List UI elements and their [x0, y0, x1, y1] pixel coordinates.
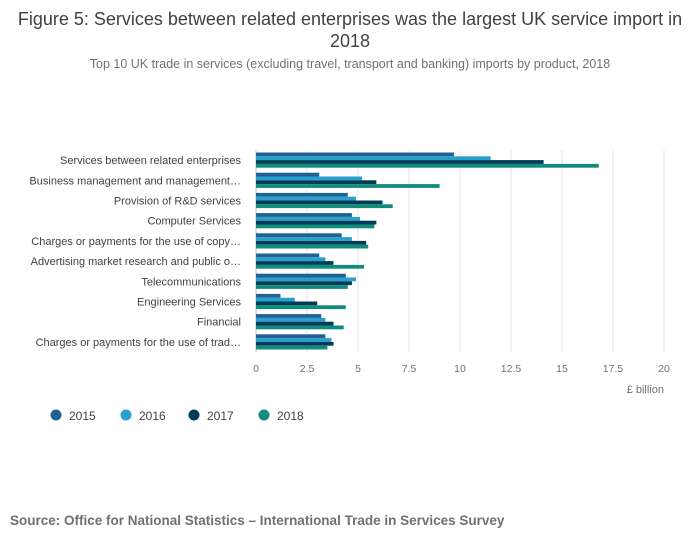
x-tick-label: 2.5 — [300, 363, 315, 375]
category-label: Telecommunications — [141, 276, 241, 288]
legend-swatch — [50, 409, 62, 421]
category-label: Charges or payments for the use of trad… — [36, 337, 241, 349]
x-tick-label: 5 — [355, 363, 361, 375]
bar-2018[interactable] — [256, 264, 365, 269]
bar-2016[interactable] — [256, 277, 356, 282]
bar-2016[interactable] — [256, 317, 326, 322]
x-tick-label: 12.5 — [501, 363, 522, 375]
category-label: Charges or payments for the use of copy… — [31, 236, 241, 248]
x-tick-label: 17.5 — [603, 363, 624, 375]
bar-2016[interactable] — [256, 156, 491, 161]
bar-2016[interactable] — [256, 216, 361, 221]
category-label: Advertising market research and public o… — [31, 256, 241, 268]
bar-2017[interactable] — [256, 240, 367, 245]
legend-label[interactable]: 2016 — [139, 409, 166, 423]
bar-2015[interactable] — [256, 233, 342, 238]
category-label: Engineering Services — [137, 297, 241, 309]
legend-label[interactable]: 2017 — [207, 409, 234, 423]
bar-2015[interactable] — [256, 273, 346, 278]
bar-2015[interactable] — [256, 213, 352, 217]
category-label: Services between related enterprises — [60, 155, 241, 167]
category-label: Business management and management… — [29, 175, 241, 187]
legend-label[interactable]: 2018 — [277, 409, 304, 423]
bar-2017[interactable] — [256, 220, 377, 225]
bar-2018[interactable] — [256, 285, 348, 289]
bar-2017[interactable] — [256, 160, 544, 164]
bar-2016[interactable] — [256, 338, 332, 342]
x-axis-title: £ billion — [627, 384, 664, 396]
bar-2017[interactable] — [256, 261, 334, 265]
chart-title: Figure 5: Services between related enter… — [17, 9, 683, 51]
bar-2015[interactable] — [256, 152, 454, 157]
bar-2015[interactable] — [256, 253, 320, 258]
bar-2018[interactable] — [256, 224, 375, 229]
bar-2017[interactable] — [256, 180, 377, 185]
bar-2018[interactable] — [256, 163, 599, 168]
legend: 2015 2016 2017 2018 — [50, 409, 304, 423]
bar-2015[interactable] — [256, 192, 348, 197]
bar-2015[interactable] — [256, 334, 326, 339]
bar-2018[interactable] — [256, 325, 344, 330]
bar-2017[interactable] — [256, 301, 318, 306]
bar-2015[interactable] — [256, 172, 320, 177]
category-label: Provision of R&D services — [114, 196, 242, 208]
bar-2015[interactable] — [256, 293, 281, 298]
bar-2016[interactable] — [256, 257, 326, 262]
bars — [256, 152, 599, 350]
bar-2017[interactable] — [256, 321, 334, 326]
bar-2018[interactable] — [256, 184, 440, 188]
source-note: Source: Office for National Statistics –… — [10, 513, 505, 528]
bar-2018[interactable] — [256, 305, 346, 310]
bar-2017[interactable] — [256, 341, 334, 346]
x-tick-label: 20 — [658, 363, 670, 375]
x-axis-ticks: 0 2.5 5 7.5 10 12.5 15 17.5 20 — [253, 363, 670, 375]
legend-swatch — [258, 409, 270, 421]
chart-subtitle: Top 10 UK trade in services (excluding t… — [89, 57, 611, 71]
bar-2018[interactable] — [256, 244, 369, 249]
category-label: Computer Services — [147, 216, 241, 228]
x-tick-label: 10 — [454, 363, 466, 375]
category-label: Financial — [197, 317, 241, 329]
bar-2017[interactable] — [256, 281, 352, 286]
bar-2016[interactable] — [256, 297, 295, 302]
bar-2016[interactable] — [256, 196, 356, 201]
bar-2016[interactable] — [256, 176, 363, 181]
bar-2015[interactable] — [256, 314, 322, 318]
bar-2017[interactable] — [256, 200, 383, 205]
x-tick-label: 15 — [556, 363, 568, 375]
bar-2018[interactable] — [256, 345, 328, 350]
legend-swatch — [120, 409, 132, 421]
bar-2016[interactable] — [256, 237, 352, 241]
category-labels: Services between related enterprises Busi… — [29, 155, 241, 349]
bar-2018[interactable] — [256, 204, 393, 209]
legend-swatch — [188, 409, 200, 421]
x-tick-label: 0 — [253, 363, 259, 375]
legend-label[interactable]: 2015 — [69, 409, 96, 423]
x-tick-label: 7.5 — [402, 363, 417, 375]
